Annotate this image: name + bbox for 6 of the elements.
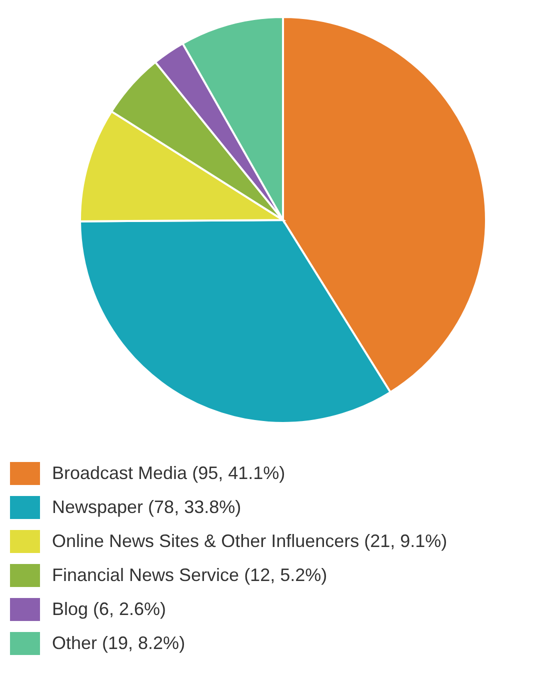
legend-label: Blog (6, 2.6%) xyxy=(52,598,166,620)
legend-label: Other (19, 8.2%) xyxy=(52,632,186,654)
legend-label: Online News Sites & Other Influencers (21, 9.1%) xyxy=(52,530,448,552)
legend-label: Newspaper (78, 33.8%) xyxy=(52,496,242,518)
legend-label: Broadcast Media (95, 41.1%) xyxy=(52,462,286,484)
legend-label: Financial News Service (12, 5.2%) xyxy=(52,564,328,586)
